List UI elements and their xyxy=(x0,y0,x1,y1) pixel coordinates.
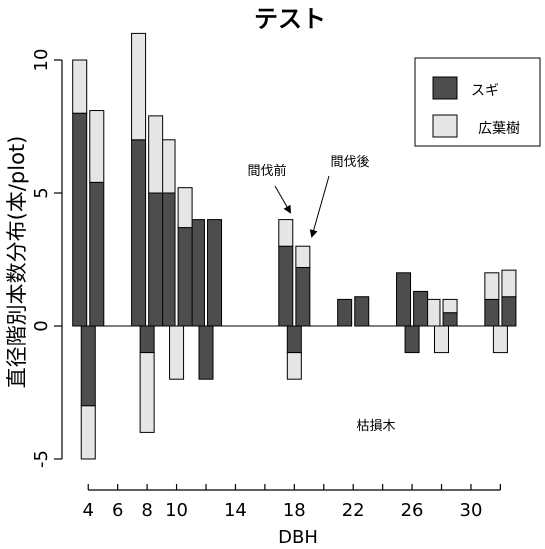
y-axis-label: 直径階別本数分布(本/plot) xyxy=(5,136,29,389)
bar-sugi-after xyxy=(442,312,458,327)
bar-broadleaf-dead xyxy=(492,325,508,354)
bar-broadleaf-before xyxy=(278,219,294,247)
bar-sugi-before xyxy=(72,112,88,327)
x-axis-label: DBH xyxy=(278,527,318,548)
x-tick-label: 10 xyxy=(165,500,188,521)
annotations: 間伐前 間伐後 枯損木 xyxy=(247,155,395,434)
legend: スギ 広葉樹 xyxy=(414,57,541,147)
bar-broadleaf-before xyxy=(131,32,147,141)
bar-broadleaf-after xyxy=(89,110,105,183)
y-tick-label: -5 xyxy=(31,450,52,468)
bar-broadleaf-after xyxy=(177,187,193,229)
x-axis: 4 6 8 10 14 18 22 26 30 xyxy=(83,484,501,521)
annotation-before-arrow xyxy=(274,185,291,214)
bar-broadleaf-dead xyxy=(434,325,450,354)
bar-sugi-after xyxy=(207,219,223,327)
legend-swatch-broadleaf xyxy=(432,114,458,138)
x-tick-label: 30 xyxy=(460,500,483,521)
bar-sugi-dead xyxy=(286,325,302,354)
legend-label-broadleaf: 広葉樹 xyxy=(478,121,520,137)
bar-broadleaf-dead xyxy=(139,352,155,433)
bar-broadleaf-after xyxy=(148,115,164,194)
bar-broadleaf-after xyxy=(501,269,517,298)
annotation-after-arrow xyxy=(309,175,330,238)
bar-broadleaf-dead xyxy=(80,405,96,460)
x-tick-label: 6 xyxy=(112,500,123,521)
bar-sugi-after xyxy=(354,296,370,327)
bar-sugi-after xyxy=(295,266,311,327)
bar-sugi-before xyxy=(484,298,500,327)
bar-sugi-before xyxy=(278,245,294,327)
y-tick-label: 0 xyxy=(31,320,52,331)
bar-broadleaf-dead xyxy=(169,325,185,380)
legend-swatch-sugi xyxy=(432,76,458,100)
y-tick-label: 10 xyxy=(31,49,52,72)
x-tick-label: 4 xyxy=(83,500,94,521)
bar-sugi-dead xyxy=(80,325,96,407)
bar-sugi-after xyxy=(177,227,193,327)
bar-sugi-after xyxy=(501,296,517,327)
bar-sugi-after xyxy=(413,290,429,327)
chart-title: テスト xyxy=(254,5,326,33)
bar-broadleaf-after xyxy=(295,245,311,268)
y-tick-label: 5 xyxy=(31,187,52,198)
bar-broadleaf-dead xyxy=(286,352,302,380)
bar-sugi-before xyxy=(131,139,147,327)
bar-sugi-before xyxy=(337,298,353,327)
annotation-before-thinning: 間伐前 xyxy=(247,163,286,179)
legend-label-sugi: スギ xyxy=(471,83,499,99)
x-tick-label: 14 xyxy=(224,500,247,521)
bar-sugi-dead xyxy=(404,325,420,354)
annotation-after-thinning: 間伐後 xyxy=(330,155,369,170)
bar-sugi-after xyxy=(148,192,164,327)
x-tick-label: 18 xyxy=(283,500,306,521)
x-tick-label: 8 xyxy=(141,500,152,521)
bar-broadleaf-before xyxy=(484,272,500,300)
annotation-dead-trees: 枯損木 xyxy=(356,419,395,434)
x-tick-label: 26 xyxy=(401,500,424,521)
bar-sugi-dead xyxy=(139,325,155,354)
x-tick-label: 22 xyxy=(342,500,365,521)
bar-sugi-after xyxy=(89,181,105,327)
bar-sugi-dead xyxy=(198,325,214,380)
bars xyxy=(72,32,517,460)
bar-broadleaf-before xyxy=(72,59,88,114)
bar-broadleaf-after xyxy=(442,298,458,314)
bar-sugi-before xyxy=(396,272,412,327)
y-axis: -5 0 5 10 xyxy=(31,49,63,468)
